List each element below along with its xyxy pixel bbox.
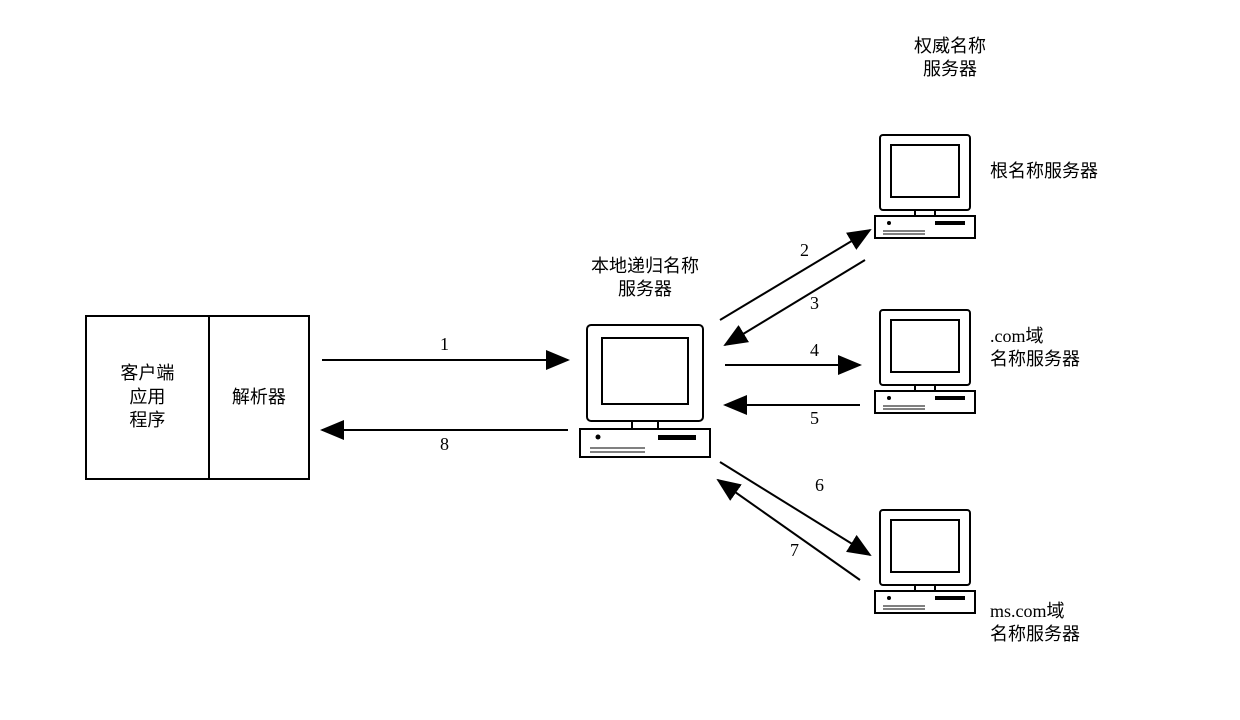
- arrow-4-label: 4: [810, 340, 819, 361]
- arrow-2-label: 2: [800, 240, 809, 261]
- arrow-7: [718, 480, 860, 580]
- mscom-label: ms.com域 名称服务器: [990, 600, 1160, 647]
- com-server-icon: [875, 310, 975, 413]
- mscom-server-icon: [875, 510, 975, 613]
- arrow-6-label: 6: [815, 475, 824, 496]
- authoritative-header: 权威名称 服务器: [880, 35, 1020, 82]
- arrow-1-label: 1: [440, 334, 449, 355]
- dns-resolution-diagram: 客户端 应用 程序 解析器: [0, 0, 1240, 720]
- com-label: .com域 名称服务器: [990, 325, 1150, 372]
- arrow-2: [720, 230, 870, 320]
- recursive-label: 本地递归名称 服务器: [565, 255, 725, 302]
- root-server-icon: [875, 135, 975, 238]
- root-label: 根名称服务器: [990, 160, 1140, 183]
- arrow-8-label: 8: [440, 434, 449, 455]
- recursive-server-icon: [580, 325, 710, 457]
- arrow-5-label: 5: [810, 408, 819, 429]
- arrow-3-label: 3: [810, 293, 819, 314]
- arrow-3: [725, 260, 865, 345]
- arrow-7-label: 7: [790, 540, 799, 561]
